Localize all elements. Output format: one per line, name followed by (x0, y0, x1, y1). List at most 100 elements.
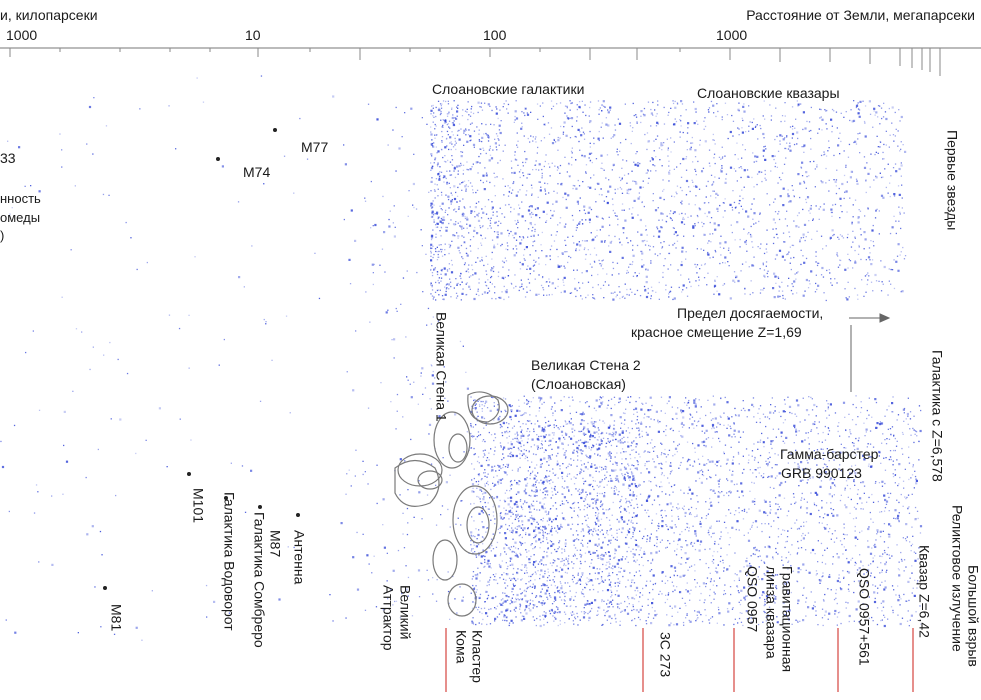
galaxy-dot (563, 453, 566, 456)
galaxy-dot (839, 153, 841, 155)
galaxy-dot (471, 122, 473, 124)
galaxy-dot (668, 171, 670, 173)
galaxy-dot (600, 440, 603, 443)
galaxy-dot (697, 221, 699, 224)
galaxy-dot (802, 479, 804, 481)
galaxy-dot (458, 138, 461, 141)
galaxy-dot (770, 525, 772, 528)
galaxy-dot (800, 547, 803, 549)
galaxy-dot (598, 436, 600, 438)
galaxy-dot (660, 510, 662, 512)
galaxy-dot (498, 129, 501, 131)
galaxy-dot (479, 488, 482, 491)
galaxy-dot (525, 607, 527, 609)
galaxy-dot (468, 224, 472, 227)
galaxy-dot (602, 218, 604, 220)
galaxy-dot (738, 577, 740, 579)
galaxy-dot (770, 170, 772, 172)
galaxy-dot (437, 188, 439, 190)
galaxy-dot (893, 193, 896, 196)
galaxy-dot (553, 488, 556, 490)
galaxy-dot (843, 150, 845, 152)
galaxy-dot (610, 137, 612, 139)
galaxy-dot (574, 287, 577, 290)
galaxy-dot (696, 614, 698, 616)
galaxy-dot (786, 135, 788, 137)
galaxy-dot (702, 455, 704, 457)
galaxy-dot (477, 473, 480, 475)
galaxy-dot (470, 426, 472, 428)
galaxy-dot (440, 226, 442, 228)
galaxy-dot (589, 221, 591, 224)
galaxy-dot (438, 294, 440, 296)
galaxy-dot (684, 515, 686, 517)
galaxy-dot (739, 246, 741, 248)
galaxy-dot (752, 292, 754, 294)
galaxy-dot (519, 606, 521, 608)
galaxy-dot (764, 611, 766, 614)
galaxy-dot (631, 291, 633, 293)
galaxy-dot (748, 125, 750, 127)
galaxy-dot (460, 273, 462, 275)
galaxy-dot (615, 621, 617, 623)
galaxy-dot (606, 484, 608, 486)
galaxy-dot (774, 597, 777, 600)
galaxy-dot (566, 171, 568, 173)
galaxy-dot (515, 159, 518, 161)
galaxy-dot (616, 262, 619, 264)
galaxy-dot (847, 253, 849, 255)
galaxy-dot (763, 604, 765, 607)
galaxy-dot (773, 236, 775, 239)
galaxy-dot (514, 154, 516, 156)
galaxy-dot (674, 106, 677, 109)
galaxy-dot (727, 137, 729, 140)
galaxy-dot (754, 498, 756, 500)
galaxy-dot (493, 185, 496, 187)
galaxy-dot (822, 458, 825, 460)
galaxy-dot (564, 420, 566, 422)
galaxy-dot (484, 565, 486, 568)
galaxy-dot (547, 122, 550, 124)
galaxy-dot (468, 114, 470, 116)
galaxy-dot (637, 545, 640, 548)
galaxy-dot (793, 195, 795, 197)
galaxy-dot (828, 430, 831, 432)
galaxy-dot (471, 435, 474, 437)
galaxy-dot (789, 262, 791, 264)
galaxy-dot (862, 100, 864, 102)
galaxy-dot (694, 579, 696, 581)
galaxy-dot (816, 573, 818, 575)
galaxy-dot (430, 143, 433, 146)
galaxy-dot (564, 582, 566, 584)
galaxy-dot (697, 458, 700, 460)
galaxy-dot (543, 503, 545, 505)
galaxy-dot (764, 169, 766, 172)
galaxy-dot (517, 491, 520, 494)
galaxy-dot (487, 597, 489, 599)
galaxy-dot (525, 246, 528, 249)
galaxy-dot (724, 444, 727, 446)
galaxy-dot (443, 175, 446, 178)
galaxy-dot (805, 201, 808, 204)
galaxy-dot (517, 578, 519, 580)
galaxy-dot (824, 610, 827, 613)
galaxy-dot (493, 402, 495, 404)
galaxy-dot (526, 482, 529, 485)
galaxy-dot (650, 108, 652, 111)
galaxy-dot (487, 580, 490, 583)
galaxy-dot (816, 449, 819, 451)
galaxy-dot (685, 540, 687, 542)
galaxy-dot (444, 243, 446, 245)
galaxy-dot (895, 445, 898, 447)
galaxy-dot (476, 417, 478, 419)
galaxy-dot (867, 279, 869, 281)
galaxy-dot (895, 170, 898, 173)
galaxy-dot (828, 140, 830, 142)
galaxy-dot (857, 217, 859, 220)
galaxy-dot (538, 169, 540, 171)
galaxy-dot (462, 257, 464, 260)
galaxy-dot (662, 144, 664, 146)
galaxy-dot (511, 529, 514, 532)
galaxy-dot (710, 489, 712, 491)
galaxy-dot (585, 270, 588, 273)
